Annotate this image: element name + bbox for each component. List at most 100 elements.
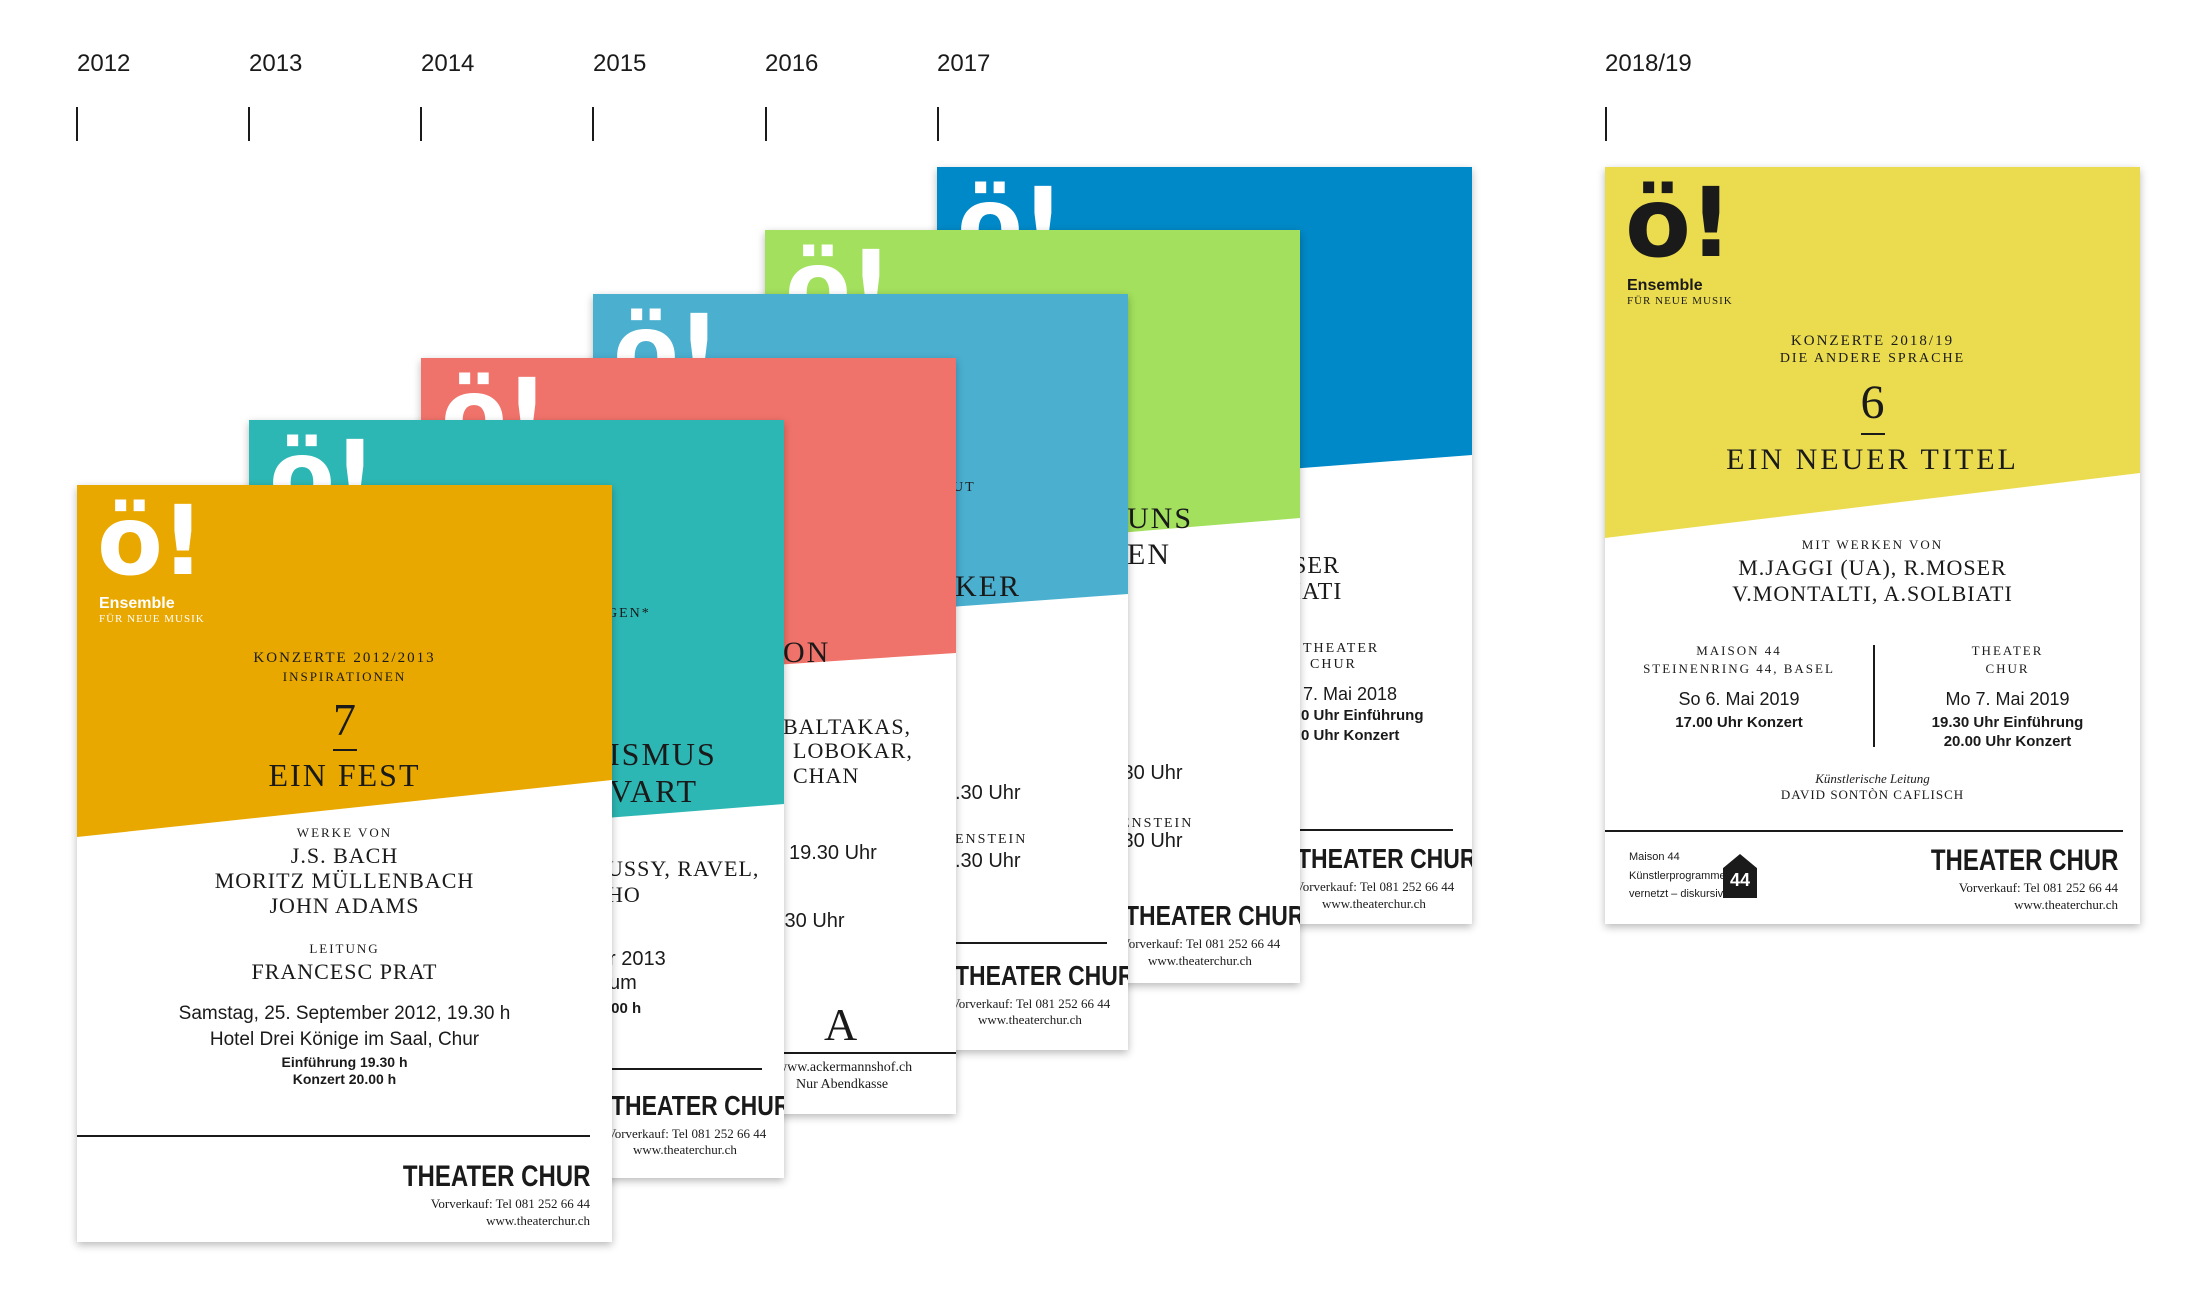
- poster-2018-19: ö! Ensemble FÜR NEUE MUSIK KONZERTE 2018…: [1605, 167, 2140, 924]
- venue-fragment: THEATER: [1303, 641, 1380, 656]
- year-tick-2014: [420, 107, 422, 141]
- series-theme: DIE ANDERE SPRACHE: [1779, 351, 1966, 366]
- event-time: 17.00 Uhr Konzert: [1675, 714, 1803, 731]
- series-theme: INSPIRATIONEN: [282, 669, 407, 684]
- venue-fragment: ENSTEIN: [1121, 816, 1194, 831]
- poster-title-fragment: KER: [955, 570, 1021, 603]
- divider-rule: [1277, 829, 1453, 831]
- concert-number: 7: [333, 694, 356, 745]
- event-time: 19.30 Uhr Einführung: [1931, 714, 2084, 731]
- ensemble-logo-mark: ö!: [1625, 167, 1733, 279]
- conductor-name: FRANCESC PRAT: [251, 959, 438, 984]
- website-url: www.theaterchur.ch: [633, 1142, 737, 1157]
- theater-chur-brand: THEATER CHUR: [1125, 900, 1300, 931]
- year-tick-2015: [592, 107, 594, 141]
- number-underline: [1861, 433, 1885, 435]
- box-office-note: Nur Abendkasse: [796, 1077, 889, 1092]
- time-fragment: .00 h: [607, 1000, 642, 1017]
- event-basel: MAISON 44 STEINENRING 44, BASEL So 6. Ma…: [1605, 643, 1873, 731]
- composer-name: MORITZ MÜLLENBACH: [214, 868, 475, 893]
- website-url: www.theaterchur.ch: [1322, 896, 1426, 911]
- presale-phone: Vorverkauf: Tel 081 252 66 44: [951, 996, 1111, 1011]
- event-separator: [1873, 645, 1875, 747]
- website-url: www.theaterchur.ch: [978, 1012, 1082, 1027]
- ensemble-logo-name: Ensemble: [99, 595, 175, 612]
- year-tick-2017: [937, 107, 939, 141]
- maison-44-name: Maison 44: [1629, 851, 1680, 863]
- works-label: MIT WERKEN VON: [1801, 537, 1944, 552]
- year-label-2013: 2013: [249, 50, 303, 77]
- composer-fragment: CHAN: [793, 763, 860, 788]
- year-label-2015: 2015: [593, 50, 647, 77]
- poster-2012: ö! Ensemble FÜR NEUE MUSIK KONZERTE 2012…: [77, 485, 612, 1242]
- venue-name: THEATER: [1971, 643, 2044, 658]
- theater-chur-block: THEATER CHUR: [356, 1160, 590, 1194]
- year-label-2012: 2012: [77, 50, 131, 77]
- poster-text-fragment: UT: [953, 480, 976, 495]
- year-label-2017: 2017: [937, 50, 991, 77]
- artistic-director-name: DAVID SONTÒN CAFLISCH: [1780, 787, 1965, 802]
- concert-series: KONZERTE 2012/2013: [253, 650, 436, 666]
- divider-rule: [77, 1135, 590, 1137]
- divider-rule: [607, 1068, 762, 1070]
- date-fragment: 7. Mai 2018: [1303, 684, 1398, 704]
- maison-44-house-icon: 44: [1723, 854, 1757, 898]
- divider-rule: [955, 942, 1107, 944]
- concert-time: Konzert 20.00 h: [292, 1071, 397, 1087]
- time-fragment: 0 Uhr Konzert: [1301, 727, 1400, 744]
- ensemble-logo-tagline: FÜR NEUE MUSIK: [1627, 295, 1733, 307]
- theater-chur-brand: THEATER CHUR: [402, 1160, 590, 1193]
- poster-title-fragment: ON: [783, 636, 831, 669]
- venue-fragment: ENSTEIN: [955, 832, 1028, 847]
- presale-phone: Vorverkauf: Tel 081 252 66 44: [1958, 880, 2118, 895]
- maison-44-number: 44: [1729, 870, 1751, 890]
- year-tick-2012: [76, 107, 78, 141]
- intro-time: Einführung 19.30 h: [281, 1054, 408, 1070]
- year-label-2014: 2014: [421, 50, 475, 77]
- venue-name: MAISON 44: [1696, 643, 1782, 658]
- time-fragment: 0 Uhr Einführung: [1301, 707, 1424, 724]
- year-tick-2016: [765, 107, 767, 141]
- website-url: www.ackermannshof.ch: [777, 1060, 913, 1075]
- artistic-director-label: Künstlerische Leitung: [1815, 771, 1930, 786]
- composer-line: M.JAGGI (UA), R.MOSER: [1738, 555, 2007, 580]
- composer-fragment: LOBOKAR,: [793, 738, 913, 763]
- website-url: www.theaterchur.ch: [1148, 953, 1252, 968]
- presale-phone: Vorverkauf: Tel 081 252 66 44: [607, 1126, 767, 1141]
- theater-chur-brand: THEATER CHUR: [1297, 843, 1472, 874]
- theater-chur-brand: THEATER CHUR: [1930, 844, 2118, 877]
- ensemble-logo-tagline: FÜR NEUE MUSIK: [99, 613, 205, 625]
- event-date: So 6. Mai 2019: [1678, 689, 1800, 709]
- year-label-2016: 2016: [765, 50, 819, 77]
- time-fragment: .30 Uhr: [1117, 762, 1183, 784]
- venue-fragment: um: [609, 972, 637, 994]
- leadership-label: LEITUNG: [309, 941, 380, 956]
- year-label-2018-19: 2018/19: [1605, 50, 1692, 77]
- composer-line: V.MONTALTI, A.SOLBIATI: [1732, 581, 2013, 606]
- poster-title-fragment: VART: [609, 773, 699, 809]
- works-label: WERKE VON: [296, 825, 393, 840]
- poster-color-field: [1605, 167, 2140, 538]
- time-fragment: .30 Uhr: [955, 850, 1021, 872]
- composer-fragment: USSY, RAVEL,: [607, 856, 760, 881]
- time-fragment: .30 Uhr: [955, 782, 1021, 804]
- presale-phone: Vorverkauf: Tel 081 252 66 44: [1295, 879, 1455, 894]
- concert-date: Samstag, 25. September 2012, 19.30 h: [178, 1003, 511, 1024]
- website-url: www.theaterchur.ch: [2014, 897, 2118, 912]
- poster-title-fragment: UNS: [1127, 502, 1194, 535]
- poster-color-field: [77, 485, 612, 837]
- presale-phone: Vorverkauf: Tel 081 252 66 44: [1121, 936, 1281, 951]
- concert-series: KONZERTE 2018/19: [1790, 333, 1955, 349]
- time-fragment: 19.30 Uhr: [789, 842, 877, 864]
- time-fragment: .30 Uhr: [779, 910, 845, 932]
- theater-chur-brand: THEATER CHUR: [611, 1090, 784, 1121]
- event-chur: THEATER CHUR Mo 7. Mai 2019 19.30 Uhr Ei…: [1875, 643, 2140, 750]
- ensemble-logo-name: Ensemble: [1627, 277, 1703, 294]
- composer-fragment: BALTAKAS,: [783, 714, 912, 739]
- maison-44-claim: vernetzt – diskursiv: [1629, 888, 1724, 900]
- composer-name: J.S. BACH: [290, 843, 399, 868]
- concert-number: 6: [1860, 376, 1885, 429]
- divider-rule: [733, 1052, 956, 1054]
- concert-title: EIN NEUER TITEL: [1726, 443, 2019, 476]
- website-url: www.theaterchur.ch: [486, 1213, 590, 1228]
